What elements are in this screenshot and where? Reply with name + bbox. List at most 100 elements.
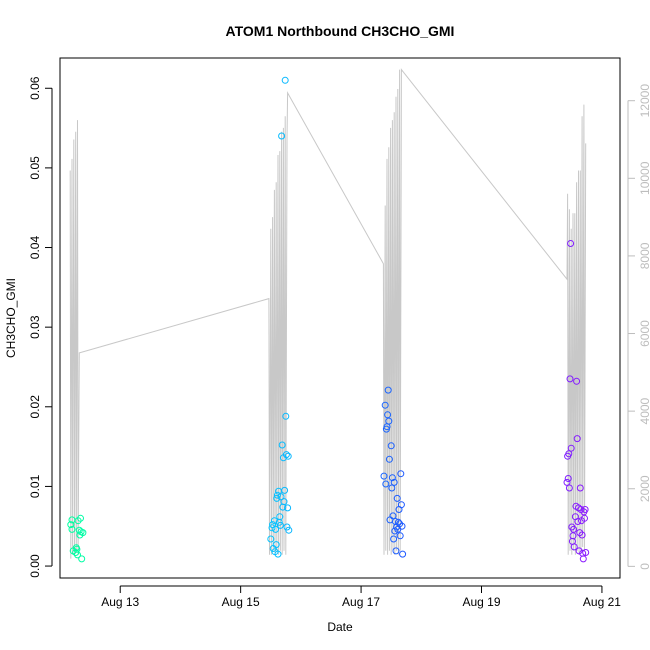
- data-point: [268, 524, 276, 532]
- plot-frame: [59, 57, 621, 579]
- y-tick-label: 0.01: [28, 474, 42, 498]
- data-point: [397, 501, 405, 509]
- y2-tick-label: 12000: [638, 84, 650, 118]
- data-point: [574, 518, 582, 525]
- secondary-y-axis: 0 2000 4000 6000 8000 10000 12000: [627, 84, 650, 570]
- y-tick-label: 0.00: [28, 554, 42, 578]
- data-point: [567, 444, 575, 452]
- y-tick-label: 0.04: [28, 236, 42, 260]
- y-tick-label: 0.03: [28, 315, 42, 339]
- chart-title: ATOM1 Northbound CH3CHO_GMI: [226, 23, 455, 39]
- data-point: [579, 555, 587, 563]
- data-point: [564, 475, 572, 482]
- data-point: [573, 377, 581, 385]
- data-point: [392, 547, 400, 555]
- data-point: [272, 541, 280, 549]
- y2-tick-label: 4000: [638, 397, 650, 424]
- data-point: [576, 529, 584, 537]
- data-point: [280, 498, 288, 506]
- data-point: [396, 520, 404, 528]
- y2-tick-label: 2000: [638, 475, 650, 502]
- data-point: [78, 555, 86, 563]
- data-point: [74, 551, 81, 559]
- x-axis: Aug 13 Aug 15 Aug 17 Aug 19 Aug 21: [101, 585, 621, 609]
- data-point: [79, 529, 87, 537]
- y2-tick-label: 10000: [638, 161, 650, 195]
- data-point: [267, 535, 275, 543]
- data-point: [282, 412, 290, 420]
- data-point: [278, 441, 286, 449]
- data-point: [388, 484, 396, 492]
- data-point: [382, 480, 390, 488]
- data-point: [385, 455, 393, 463]
- data-point: [563, 478, 571, 486]
- data-point: [565, 450, 573, 458]
- data-point: [390, 478, 398, 486]
- data-point: [573, 435, 581, 443]
- x-tick-label: Aug 17: [342, 595, 380, 609]
- y-tick-label: 0.02: [28, 395, 42, 419]
- y-tick-label: 0.06: [28, 76, 42, 100]
- y-axis-label: CH3CHO_GMI: [4, 278, 18, 358]
- data-point: [385, 417, 393, 425]
- x-axis-label: Date: [327, 620, 353, 634]
- data-point: [274, 550, 282, 558]
- data-point: [281, 486, 289, 494]
- data-point: [273, 494, 281, 502]
- y-axis: 0.00 0.01 0.02 0.03 0.04 0.05 0.06: [28, 76, 53, 578]
- data-point: [387, 442, 395, 450]
- data-point: [570, 525, 578, 533]
- data-point: [68, 525, 76, 533]
- data-point: [276, 521, 284, 529]
- data-point: [384, 386, 392, 394]
- data-point: [380, 472, 388, 480]
- data-point: [270, 517, 278, 525]
- data-point: [389, 512, 397, 520]
- x-tick-label: Aug 15: [222, 595, 260, 609]
- data-point: [285, 526, 293, 534]
- data-point: [399, 550, 407, 558]
- data-point: [278, 132, 286, 140]
- data-point: [77, 514, 84, 522]
- data-point: [397, 470, 405, 478]
- data-point: [576, 484, 584, 492]
- y2-tick-label: 6000: [638, 320, 650, 347]
- data-point: [581, 506, 589, 513]
- data-point: [393, 494, 401, 502]
- data-point: [67, 521, 75, 529]
- data-point: [74, 517, 82, 525]
- data-point: [381, 401, 389, 409]
- altitude-line: [69, 68, 587, 559]
- data-point: [388, 474, 396, 482]
- data-point: [284, 452, 292, 460]
- data-point: [566, 375, 574, 383]
- x-tick-label: Aug 13: [101, 595, 139, 609]
- data-point: [398, 522, 406, 530]
- data-point: [272, 525, 280, 533]
- x-tick-label: Aug 19: [462, 595, 500, 609]
- data-point: [578, 531, 586, 539]
- y-tick-label: 0.05: [28, 156, 42, 180]
- data-point: [284, 504, 292, 512]
- data-point: [582, 549, 590, 556]
- data-point: [565, 484, 573, 492]
- data-point: [384, 411, 392, 419]
- data-point: [276, 513, 284, 521]
- plot-area: [59, 57, 621, 579]
- data-point: [581, 514, 588, 522]
- data-point: [570, 543, 578, 551]
- data-point: [282, 451, 290, 459]
- data-point: [273, 491, 281, 499]
- data-point: [567, 240, 575, 247]
- data-point: [390, 535, 398, 543]
- data-point: [396, 532, 404, 540]
- data-point: [281, 76, 289, 84]
- data-point: [75, 526, 83, 534]
- data-point: [575, 547, 583, 555]
- x-tick-label: Aug 21: [583, 595, 621, 609]
- altitude-line-series: [69, 68, 587, 559]
- y2-tick-label: 0: [638, 563, 650, 570]
- scatter-series: [67, 76, 590, 563]
- data-point: [394, 518, 402, 526]
